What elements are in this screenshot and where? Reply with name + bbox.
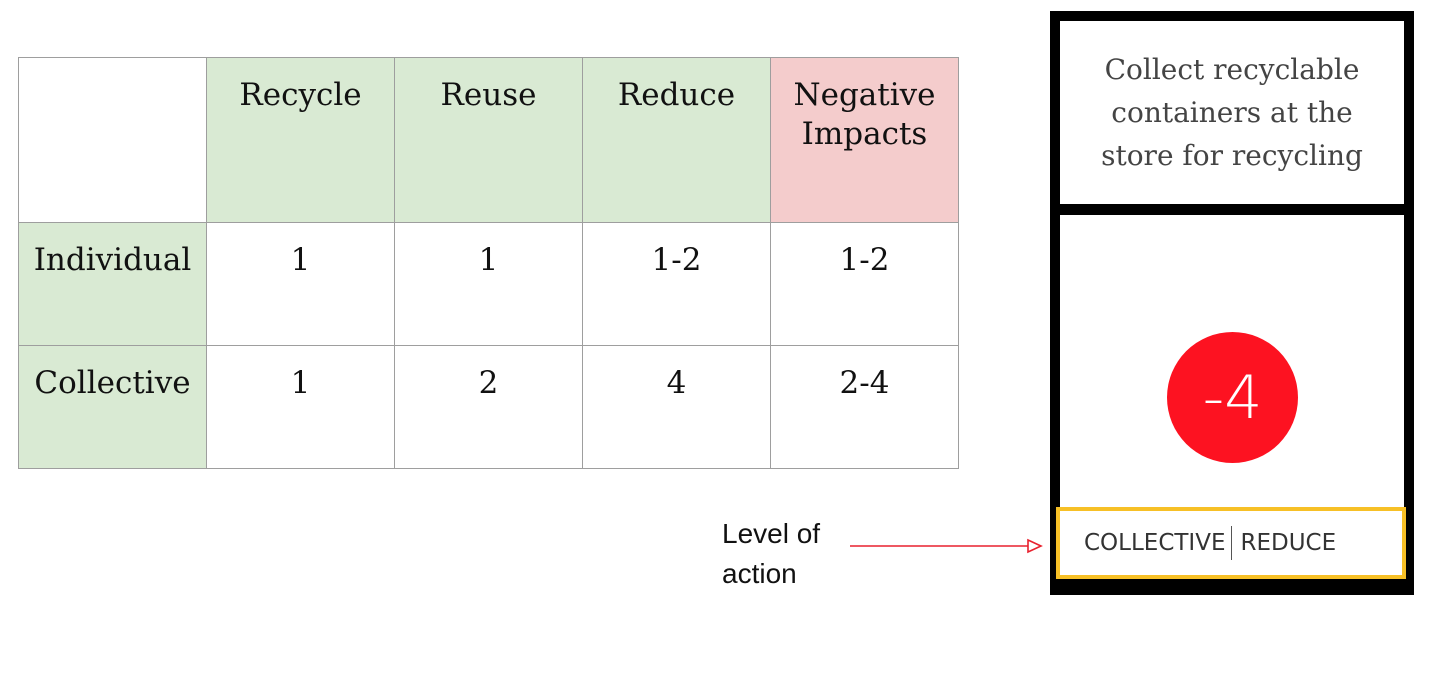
column-header-negative-impacts: Negative Impacts bbox=[770, 57, 959, 223]
card-level: COLLECTIVE bbox=[1084, 530, 1226, 556]
table-cell: 1 bbox=[206, 345, 395, 469]
column-header-recycle: Recycle bbox=[206, 57, 395, 223]
row-label-collective: Collective bbox=[18, 345, 207, 469]
table-cell: 1-2 bbox=[582, 222, 771, 346]
score-badge: -4 bbox=[1167, 332, 1298, 463]
card-description-panel: Collect recyclable containers at the sto… bbox=[1060, 21, 1404, 204]
table-row-individual: Individual 1 1 1-2 1-2 bbox=[18, 222, 959, 346]
arrow-icon bbox=[850, 538, 1043, 554]
column-header-reuse: Reuse bbox=[394, 57, 583, 223]
table-cell: 4 bbox=[582, 345, 771, 469]
table-cell: 1 bbox=[206, 222, 395, 346]
table-cell: 2-4 bbox=[770, 345, 959, 469]
score-table: Recycle Reuse Reduce Negative Impacts In… bbox=[18, 57, 959, 469]
callout-label: Level of action bbox=[722, 514, 820, 594]
action-card: Collect recyclable containers at the sto… bbox=[1050, 11, 1414, 595]
card-description: Collect recyclable containers at the sto… bbox=[1101, 53, 1363, 172]
table-row-collective: Collective 1 2 4 2-4 bbox=[18, 345, 959, 469]
table-cell: 2 bbox=[394, 345, 583, 469]
card-level-label: COLLECTIVE REDUCE bbox=[1056, 507, 1406, 579]
column-header-reduce: Reduce bbox=[582, 57, 771, 223]
corner-cell bbox=[18, 57, 207, 223]
row-label-individual: Individual bbox=[18, 222, 207, 346]
label-divider bbox=[1231, 526, 1233, 560]
table-cell: 1-2 bbox=[770, 222, 959, 346]
card-score-panel: -4 bbox=[1060, 215, 1404, 513]
callout-line-1: Level of bbox=[722, 518, 821, 549]
callout-line-2: action bbox=[722, 558, 797, 589]
table-cell: 1 bbox=[394, 222, 583, 346]
card-category: REDUCE bbox=[1240, 530, 1337, 556]
header-row: Recycle Reuse Reduce Negative Impacts bbox=[18, 57, 959, 223]
